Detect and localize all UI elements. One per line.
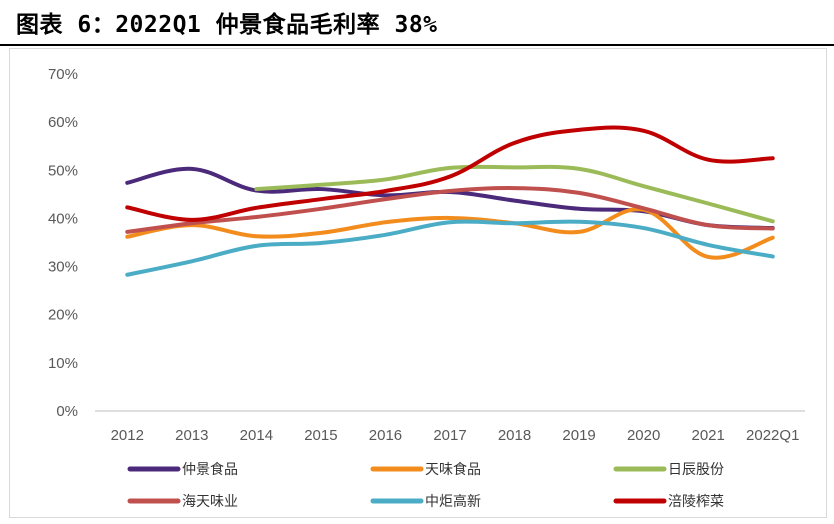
series-line-5	[125, 219, 775, 277]
y-tick-label: 50%	[48, 162, 78, 179]
y-tick-label: 0%	[56, 403, 78, 420]
x-tick-label: 2021	[691, 427, 724, 444]
x-tick-label: 2016	[369, 427, 402, 444]
x-tick-label: 2019	[562, 427, 595, 444]
series-line-3	[254, 164, 775, 224]
x-axis-ticks: 2012 2013 2014 2015 2016 2017 2018 2019 2020 2021…	[111, 427, 800, 444]
y-tick-label: 70%	[48, 66, 78, 83]
legend-label: 仲景食品	[182, 461, 238, 478]
chart-frame	[9, 48, 827, 518]
legend-item: 海天味业	[127, 494, 238, 510]
x-tick-label: 2022Q1	[746, 427, 799, 444]
legend-label: 海天味业	[182, 494, 238, 510]
legend-item: 天味食品	[370, 461, 481, 478]
legend-item: 仲景食品	[127, 461, 238, 478]
legend-label: 日辰股份	[668, 462, 724, 478]
legend-item: 中炬高新	[370, 493, 481, 510]
series-line-4	[125, 186, 775, 234]
x-tick-label: 2015	[304, 427, 337, 444]
legend-label: 天味食品	[425, 461, 481, 478]
x-tick-label: 2020	[627, 427, 660, 444]
x-tick-label: 2013	[175, 427, 208, 444]
x-tick-label: 2014	[240, 427, 273, 444]
legend-item: 涪陵榨菜	[613, 493, 724, 510]
y-tick-label: 10%	[48, 355, 78, 372]
y-tick-label: 40%	[48, 210, 78, 227]
series-line-6	[125, 125, 775, 222]
y-tick-label: 20%	[48, 307, 78, 324]
x-tick-label: 2017	[433, 427, 466, 444]
x-tick-label: 2018	[498, 427, 531, 444]
series-line-2	[125, 207, 775, 260]
y-tick-label: 60%	[48, 114, 78, 131]
y-tick-label: 30%	[48, 259, 78, 276]
legend-label: 涪陵榨菜	[668, 493, 724, 510]
chart-title: 图表 6：2022Q1 仲景食品毛利率 38%	[0, 0, 834, 46]
y-axis-ticks: 0% 10% 20% 30% 40% 50% 60% 70%	[48, 66, 78, 420]
series-lines	[125, 125, 775, 277]
legend-item: 日辰股份	[613, 462, 724, 478]
x-tick-label: 2012	[111, 427, 144, 444]
legend-label: 中炬高新	[425, 493, 481, 510]
